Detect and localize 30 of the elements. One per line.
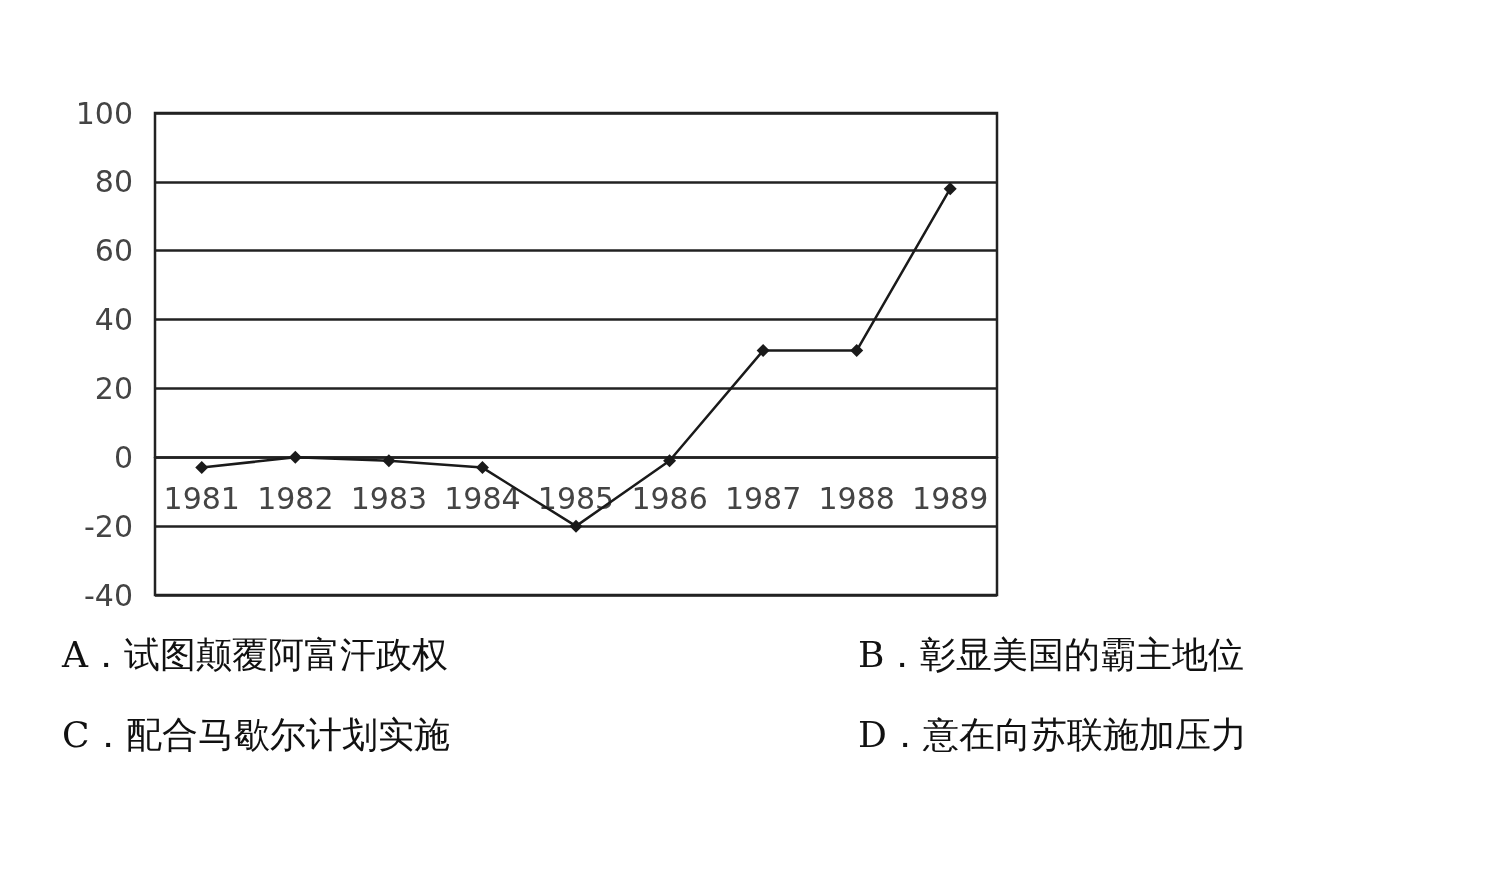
x-tick-label: 1988 — [818, 480, 895, 516]
x-tick-label: 1984 — [444, 480, 521, 516]
y-tick-label: 40 — [94, 302, 133, 338]
y-tick-label: 60 — [94, 233, 133, 269]
text: A．试图颠覆阿富汗政权 — [61, 633, 448, 675]
y-tick-label: 80 — [94, 164, 133, 200]
x-tick-label: 1983 — [350, 480, 428, 516]
text: C．配合马歇尔计划实施 — [62, 713, 450, 755]
x-tick-label: 1989 — [912, 480, 989, 516]
text: D．意在向苏联施加压力 — [858, 713, 1247, 755]
point — [288, 450, 302, 464]
x-tick-label: 1986 — [631, 480, 708, 516]
point — [475, 461, 489, 475]
x-tick-label: 1985 — [537, 480, 615, 516]
point — [943, 182, 957, 196]
y-tick-label: -20 — [84, 508, 133, 544]
point — [756, 344, 770, 358]
x-tick-label: 1987 — [724, 480, 802, 516]
y-tick-label: -40 — [84, 577, 133, 613]
x-tick-label: 1982 — [257, 480, 334, 516]
point — [195, 461, 209, 475]
x-tick-label: 1981 — [163, 480, 240, 516]
y-tick-label: 20 — [94, 370, 133, 406]
y-tick-label: 100 — [75, 95, 133, 131]
point — [569, 519, 583, 533]
point — [850, 344, 864, 358]
y-tick-label: 0 — [113, 439, 133, 475]
point — [382, 454, 396, 468]
text: B．彰显美国的霸主地位 — [858, 633, 1245, 675]
point — [663, 454, 677, 468]
